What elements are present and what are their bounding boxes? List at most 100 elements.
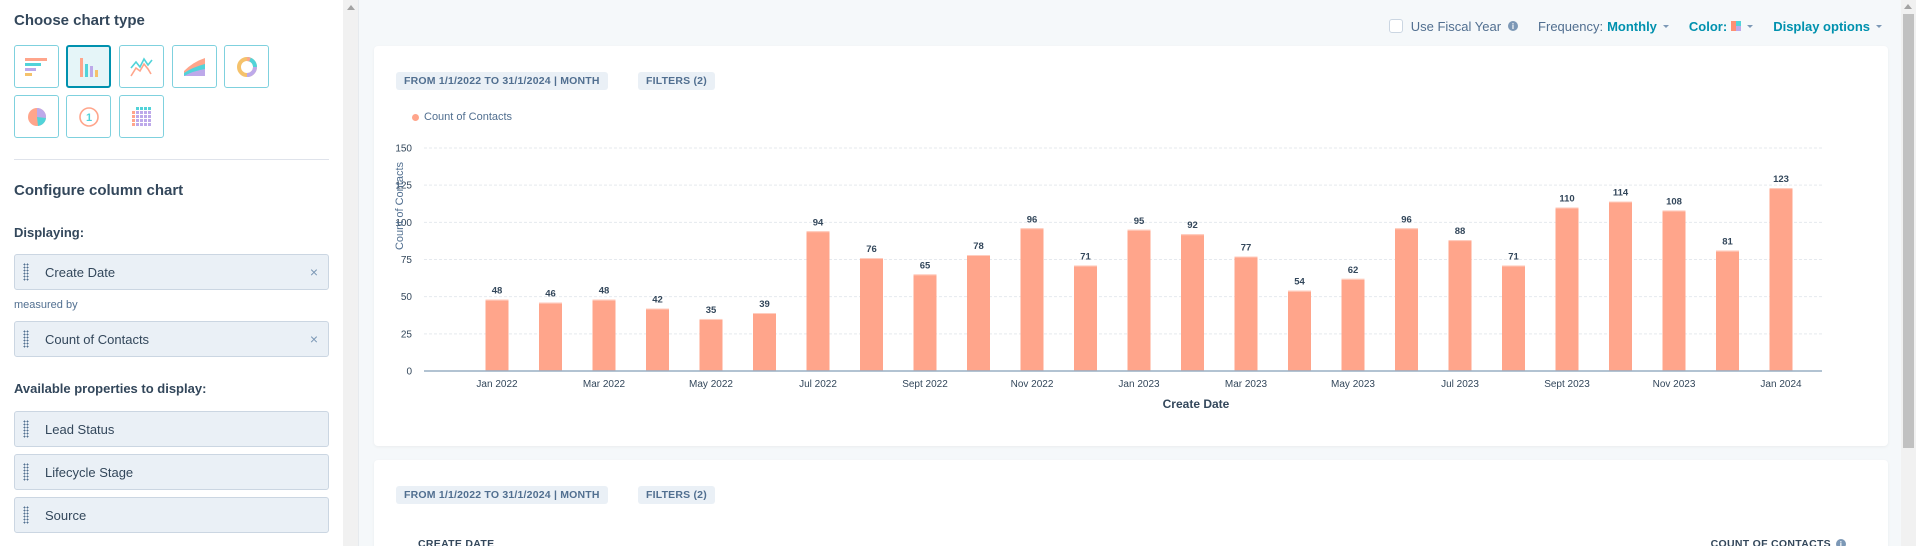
frequency-value: Monthly	[1607, 18, 1657, 34]
svg-text:114: 114	[1613, 188, 1629, 199]
left-panel-scrollbar[interactable]	[343, 0, 359, 546]
legend-dot-icon	[412, 113, 419, 121]
filters-pill[interactable]: FILTERS (2)	[638, 486, 715, 504]
drag-handle-icon[interactable]	[23, 263, 29, 281]
bar-jul-2022[interactable]	[806, 231, 830, 371]
chart-type-column-button[interactable]	[66, 45, 111, 88]
svg-text:Nov 2022: Nov 2022	[1011, 379, 1054, 390]
bar-dec-2022[interactable]	[1074, 265, 1097, 371]
bar-jan-2022[interactable]	[485, 299, 509, 371]
svg-text:50: 50	[401, 292, 413, 303]
drag-handle-icon[interactable]	[23, 330, 29, 348]
color-dropdown[interactable]: Color:	[1689, 19, 1754, 34]
remove-measure-property-icon[interactable]: ×	[309, 331, 318, 347]
chart-type-summary-button[interactable]: 1	[66, 95, 111, 138]
svg-text:48: 48	[492, 286, 503, 297]
svg-text:76: 76	[866, 244, 877, 255]
chart-type-line-button[interactable]	[119, 45, 164, 88]
svg-text:Mar 2022: Mar 2022	[583, 379, 626, 390]
svg-text:71: 71	[1508, 251, 1519, 262]
chart-type-pie-button[interactable]	[14, 95, 59, 138]
svg-text:39: 39	[759, 299, 770, 310]
bar-jan-2023[interactable]	[1127, 229, 1151, 371]
bar-aug-2023[interactable]	[1502, 265, 1525, 371]
available-property-lead-status[interactable]: Lead Status	[14, 411, 329, 447]
svg-text:95: 95	[1134, 216, 1145, 227]
fiscal-year-toggle[interactable]: Use Fiscal Year i	[1388, 19, 1519, 34]
measure-property-chip[interactable]: Count of Contacts ×	[14, 321, 329, 357]
display-options-dropdown[interactable]: Display options	[1773, 19, 1882, 34]
svg-text:125: 125	[395, 181, 412, 192]
svg-text:92: 92	[1187, 220, 1198, 231]
available-property-lifecycle-stage[interactable]: Lifecycle Stage	[14, 454, 329, 490]
svg-text:1: 1	[85, 112, 91, 124]
svg-text:65: 65	[920, 260, 931, 271]
chevron-down-icon	[1876, 24, 1882, 28]
bar-dec-2023[interactable]	[1716, 250, 1739, 371]
drag-handle-icon[interactable]	[23, 506, 29, 524]
filters-pill[interactable]: FILTERS (2)	[638, 72, 715, 90]
table-header-create-date[interactable]: CREATE DATE	[418, 538, 495, 546]
bar-jun-2023[interactable]	[1395, 228, 1418, 371]
drag-handle-icon[interactable]	[23, 420, 29, 438]
remove-displaying-property-icon[interactable]: ×	[309, 264, 318, 280]
bar-feb-2023[interactable]	[1181, 234, 1204, 371]
bar-jan-2024[interactable]	[1769, 188, 1793, 371]
scrollbar-thumb[interactable]	[1903, 14, 1914, 448]
svg-text:150: 150	[395, 144, 412, 155]
summary-number-icon: 1	[78, 106, 99, 127]
color-palette-icon	[1731, 20, 1742, 32]
bar-aug-2022[interactable]	[860, 258, 883, 371]
bar-nov-2023[interactable]	[1662, 210, 1686, 371]
chart-type-donut-button[interactable]	[224, 45, 269, 88]
table-header-count-label: COUNT OF CONTACTS	[1710, 538, 1831, 546]
bar-jun-2022[interactable]	[753, 313, 776, 371]
available-property-label: Lifecycle Stage	[45, 464, 134, 480]
chart-legend[interactable]: Count of Contacts	[412, 111, 512, 123]
svg-text:Jan 2023: Jan 2023	[1118, 379, 1160, 390]
chevron-down-icon	[1747, 24, 1754, 28]
fiscal-year-checkbox[interactable]	[1388, 19, 1403, 33]
horizontal-bar-chart-icon	[24, 57, 47, 76]
bar-oct-2023[interactable]	[1609, 201, 1632, 371]
bar-apr-2022[interactable]	[646, 308, 669, 371]
svg-text:75: 75	[401, 255, 413, 266]
scroll-up-arrow-icon[interactable]	[347, 5, 355, 10]
drag-handle-icon[interactable]	[23, 463, 29, 481]
available-property-source[interactable]: Source	[14, 497, 329, 533]
chart-toolbar: Use Fiscal Year i Frequency: Monthly Col…	[1371, 17, 1882, 35]
svg-text:Jul 2023: Jul 2023	[1441, 379, 1479, 390]
info-icon[interactable]: i	[1836, 539, 1846, 546]
table-header-count[interactable]: COUNT OF CONTACTS i	[1711, 538, 1846, 546]
bar-nov-2022[interactable]	[1020, 228, 1044, 371]
chart-type-area-button[interactable]	[172, 45, 217, 88]
scroll-up-arrow-icon[interactable]	[1904, 4, 1912, 9]
bar-oct-2022[interactable]	[967, 255, 990, 371]
date-range-pill[interactable]: FROM 1/1/2022 TO 31/1/2024 | MONTH	[396, 486, 608, 504]
x-axis-title: Create Date	[1162, 397, 1230, 411]
chart-type-table-button[interactable]	[119, 95, 164, 138]
svg-text:46: 46	[545, 289, 556, 300]
svg-text:62: 62	[1348, 265, 1359, 276]
chart-type-horizontal-bar-button[interactable]	[14, 45, 59, 88]
info-icon[interactable]: i	[1508, 21, 1519, 31]
bar-sept-2022[interactable]	[913, 274, 937, 371]
svg-text:48: 48	[599, 286, 610, 297]
date-range-pill[interactable]: FROM 1/1/2022 TO 31/1/2024 | MONTH	[396, 72, 608, 90]
bar-may-2023[interactable]	[1341, 278, 1365, 371]
bar-mar-2022[interactable]	[592, 299, 616, 371]
page-scrollbar[interactable]	[1901, 0, 1916, 546]
bar-mar-2023[interactable]	[1234, 256, 1258, 371]
displaying-property-chip[interactable]: Create Date ×	[14, 254, 329, 290]
legend-label: Count of Contacts	[424, 111, 513, 123]
bar-sept-2023[interactable]	[1555, 207, 1579, 371]
svg-text:Sept 2022: Sept 2022	[902, 379, 948, 390]
bar-may-2022[interactable]	[699, 318, 723, 371]
measured-by-label: measured by	[14, 299, 78, 311]
displaying-property-label: Create Date	[45, 264, 116, 280]
bar-feb-2022[interactable]	[539, 302, 562, 371]
frequency-dropdown[interactable]: Frequency: Monthly	[1538, 19, 1669, 34]
bar-jul-2023[interactable]	[1448, 240, 1472, 371]
bar-apr-2023[interactable]	[1288, 290, 1311, 371]
available-property-label: Lead Status	[45, 421, 115, 437]
